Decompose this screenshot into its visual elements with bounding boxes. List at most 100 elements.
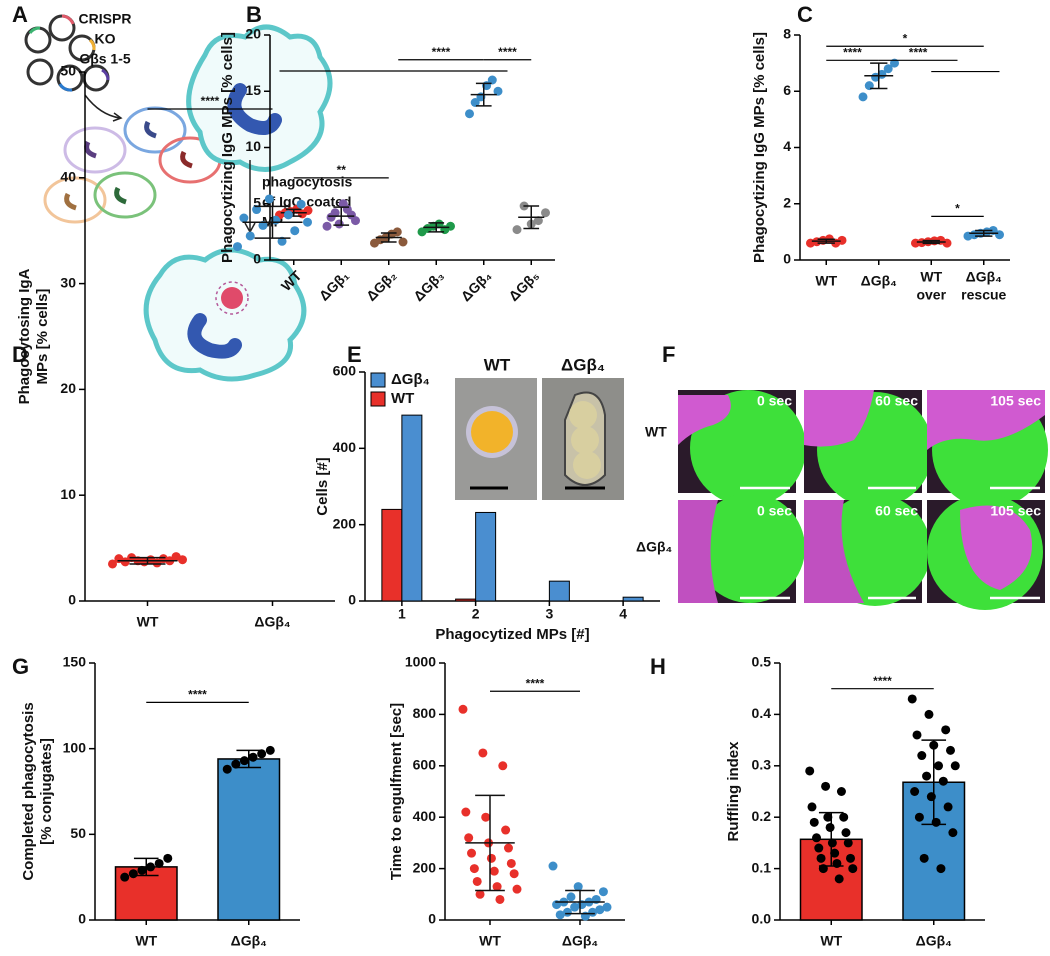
panel-a-art xyxy=(24,14,333,382)
data-point xyxy=(816,853,826,863)
data-point xyxy=(588,907,598,917)
data-point xyxy=(942,238,952,248)
data-point xyxy=(931,817,941,827)
y-tick-label: 150 xyxy=(63,654,87,670)
data-point xyxy=(322,221,332,231)
data-point xyxy=(922,771,932,781)
x-tick-label: ΔGβ₄ xyxy=(916,933,952,949)
data-point xyxy=(114,554,124,564)
data-point xyxy=(231,759,241,769)
data-point xyxy=(917,751,927,761)
bar xyxy=(455,598,477,602)
bar xyxy=(217,758,281,921)
data-point xyxy=(936,864,946,874)
data-point xyxy=(995,230,1004,240)
y-tick-label: 0.4 xyxy=(752,705,772,721)
y-tick-label: 0 xyxy=(348,592,356,608)
data-point xyxy=(919,853,929,863)
data-point xyxy=(836,787,846,796)
data-point xyxy=(469,864,479,874)
e-images xyxy=(455,378,624,500)
data-point xyxy=(512,884,522,894)
data-point xyxy=(948,828,958,838)
data-point xyxy=(461,807,471,817)
data-point xyxy=(924,709,934,719)
y-tick-label: 0.3 xyxy=(752,757,772,773)
data-point xyxy=(257,749,267,759)
y-axis-label: Phagocytizing IgG MPs [% cells] xyxy=(751,32,768,263)
x-tick-label: ΔGβ₄ xyxy=(966,269,1002,285)
x-tick-label: 2 xyxy=(472,606,480,622)
y-tick-label: 2 xyxy=(783,194,791,210)
data-point xyxy=(446,221,455,231)
y-tick-label: 5 xyxy=(253,194,261,210)
significance-label: **** xyxy=(526,676,545,690)
data-point xyxy=(222,764,232,774)
x-tick-label: WT xyxy=(479,933,501,949)
x-tick-label: WT xyxy=(920,269,942,285)
significance-label: **** xyxy=(843,45,862,59)
data-point xyxy=(938,776,948,786)
data-point xyxy=(512,225,522,235)
x-tick-label: ΔGβ₂ xyxy=(363,267,400,304)
data-point xyxy=(492,882,502,892)
data-point xyxy=(108,559,117,569)
bar xyxy=(622,596,644,602)
data-point xyxy=(290,226,300,236)
bar xyxy=(401,414,423,602)
y-tick-label: 0 xyxy=(783,251,791,267)
data-point xyxy=(598,887,608,897)
data-point xyxy=(573,882,583,892)
data-point xyxy=(821,781,831,791)
x-axis-label: Phagocytized MPs [#] xyxy=(435,626,589,643)
y-axis-label: MPs [% cells] xyxy=(34,289,51,385)
y-axis-label: Completed phagocytosis xyxy=(20,702,37,880)
data-point xyxy=(848,864,858,874)
data-point xyxy=(338,199,348,209)
y-tick-label: 30 xyxy=(60,274,76,290)
y-tick-label: 20 xyxy=(245,26,261,42)
y-tick-label: 0 xyxy=(253,251,261,267)
significance-label: **** xyxy=(188,688,207,702)
data-point xyxy=(926,792,936,802)
y-axis-label: Cells [#] xyxy=(314,457,331,515)
data-point xyxy=(283,210,293,220)
y-tick-label: 8 xyxy=(783,26,791,42)
time-label: 0 sec xyxy=(757,393,792,409)
image-label: ΔGβ₄ xyxy=(561,355,605,374)
image-label: WT xyxy=(484,355,511,374)
data-point xyxy=(296,199,306,209)
data-point xyxy=(509,869,519,879)
data-point xyxy=(464,833,474,843)
panel-label: B xyxy=(246,2,262,27)
y-tick-label: 6 xyxy=(783,82,791,98)
significance-label: **** xyxy=(873,674,892,688)
y-axis-label: [% conjugates] xyxy=(38,738,55,845)
time-label: 0 sec xyxy=(757,503,792,519)
y-tick-label: 0 xyxy=(428,911,436,927)
y-tick-label: 200 xyxy=(413,859,437,875)
data-point xyxy=(555,910,565,920)
data-point xyxy=(171,552,181,562)
data-point xyxy=(805,766,815,776)
significance-label: * xyxy=(903,31,908,45)
data-point xyxy=(823,812,833,822)
data-point xyxy=(541,208,550,218)
data-point xyxy=(570,902,580,912)
data-point xyxy=(809,817,819,827)
data-point xyxy=(303,217,312,227)
data-point xyxy=(929,740,939,750)
data-point xyxy=(264,194,274,204)
y-tick-label: 10 xyxy=(60,486,76,502)
significance-label: **** xyxy=(201,94,220,108)
x-tick-label: 1 xyxy=(398,606,406,622)
data-point xyxy=(837,235,847,245)
data-point xyxy=(398,237,408,247)
data-point xyxy=(146,862,156,872)
data-point xyxy=(154,858,164,868)
data-point xyxy=(120,872,130,882)
data-point xyxy=(128,869,138,879)
data-point xyxy=(239,213,249,223)
f-images xyxy=(678,390,1048,610)
